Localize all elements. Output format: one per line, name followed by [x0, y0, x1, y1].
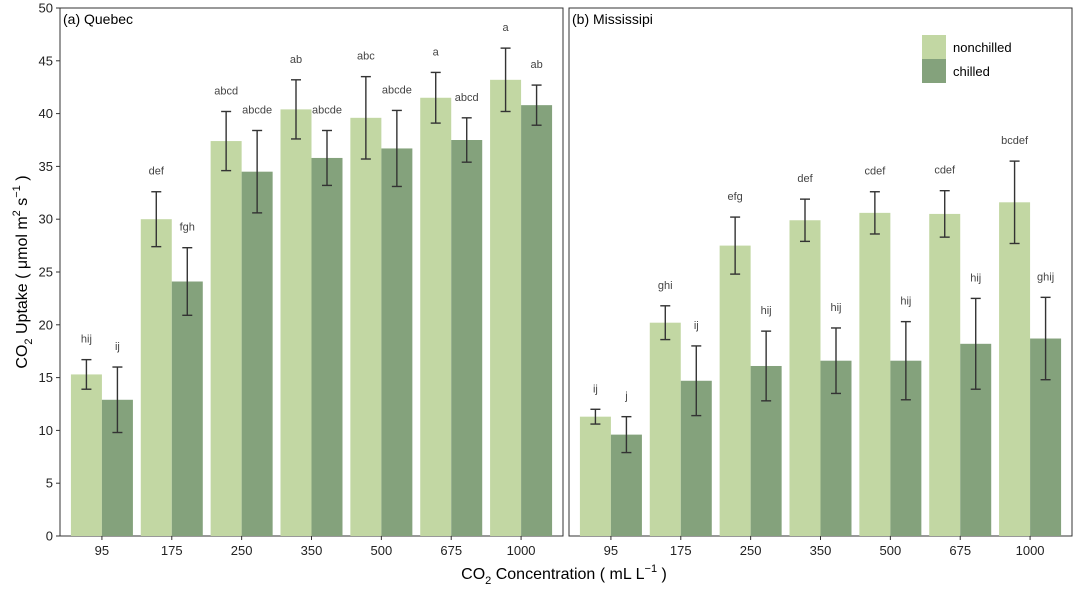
x-tick-label: 95: [95, 543, 109, 558]
significance-label: fgh: [180, 222, 195, 234]
bar-chilled: [381, 148, 413, 536]
significance-label: bcdef: [1001, 135, 1029, 147]
significance-label: cdef: [864, 166, 886, 178]
significance-label: ij: [593, 383, 598, 395]
x-tick-label: 1000: [507, 543, 536, 558]
bar-nonchilled: [859, 212, 891, 536]
y-tick-label: 0: [46, 529, 53, 544]
y-tick-label: 25: [39, 265, 53, 280]
x-tick-label: 250: [231, 543, 253, 558]
significance-label: hij: [970, 272, 981, 284]
significance-label: abcde: [382, 84, 412, 96]
significance-label: abcd: [214, 85, 238, 97]
bar-nonchilled: [350, 117, 382, 536]
bar-nonchilled: [490, 79, 522, 537]
bar-nonchilled: [420, 97, 452, 536]
bar-chilled: [521, 105, 553, 536]
significance-label: hij: [761, 305, 772, 317]
y-tick-label: 5: [46, 476, 53, 491]
significance-label: abcde: [312, 104, 342, 116]
chart-panels: (a) Quebec 0 5 10 15 20 25 30 35 40 45 50 95 hij ij 175…: [39, 1, 1073, 558]
y-tick-label: 30: [39, 212, 53, 227]
significance-label: hij: [900, 296, 911, 308]
bar-nonchilled: [210, 141, 242, 536]
significance-label: def: [149, 166, 165, 178]
legend-label-nonchilled: nonchilled: [953, 40, 1012, 55]
bar-nonchilled: [280, 109, 312, 536]
significance-label: ij: [115, 341, 120, 353]
bar-nonchilled: [579, 416, 611, 536]
panel-mississipi: (b) Mississipi 95 ij j 175 ghi ij 250 efg hij 350 d…: [568, 7, 1073, 558]
x-tick-label: 500: [371, 543, 393, 558]
significance-label: ij: [694, 320, 699, 332]
bar-chilled: [241, 171, 273, 536]
significance-label: ghi: [658, 280, 673, 292]
x-tick-label: 175: [161, 543, 183, 558]
significance-label: def: [797, 173, 813, 185]
legend-swatch-chilled: [922, 59, 946, 83]
y-tick-label: 20: [39, 317, 53, 332]
bar-nonchilled: [649, 322, 681, 536]
significance-label: ghij: [1037, 271, 1054, 283]
significance-label: a: [503, 22, 510, 34]
bar-nonchilled: [140, 219, 172, 536]
x-tick-label: 350: [810, 543, 832, 558]
panel-quebec: (a) Quebec 0 5 10 15 20 25 30 35 40 45 50 95 hij ij 175…: [39, 1, 564, 558]
y-tick-label: 45: [39, 53, 53, 68]
y-axis-label: CO2 Uptake ( μmol m2 s−1 ): [11, 175, 35, 368]
legend: nonchilled chilled: [922, 35, 1012, 83]
x-tick-label: 250: [740, 543, 762, 558]
panel-title: (b) Mississipi: [572, 11, 653, 27]
x-tick-label: 675: [440, 543, 462, 558]
legend-label-chilled: chilled: [953, 64, 990, 79]
y-tick-label: 15: [39, 370, 53, 385]
bar-nonchilled: [999, 202, 1031, 536]
significance-label: j: [624, 391, 627, 403]
y-tick-label: 40: [39, 106, 53, 121]
significance-label: abcde: [242, 104, 272, 116]
panel-title: (a) Quebec: [63, 11, 133, 27]
y-tick-label: 50: [39, 1, 53, 16]
x-tick-label: 350: [301, 543, 323, 558]
x-axis-label: CO2 Concentration ( mL L−1 ): [461, 563, 667, 587]
y-tick-label: 35: [39, 159, 53, 174]
legend-swatch-nonchilled: [922, 35, 946, 59]
x-tick-label: 1000: [1016, 543, 1045, 558]
bar-nonchilled: [929, 213, 961, 537]
x-tick-label: 500: [880, 543, 902, 558]
significance-label: abcd: [455, 92, 479, 104]
significance-label: efg: [727, 191, 742, 203]
significance-label: ab: [290, 54, 302, 66]
bar-nonchilled: [789, 220, 821, 537]
bar-nonchilled: [70, 374, 102, 536]
x-tick-label: 675: [949, 543, 971, 558]
significance-label: hij: [81, 334, 92, 346]
x-tick-label: 175: [670, 543, 692, 558]
x-tick-label: 95: [604, 543, 618, 558]
bar-chilled: [451, 140, 483, 536]
bar-chilled: [171, 281, 203, 536]
bar-nonchilled: [719, 245, 751, 536]
significance-label: abc: [357, 51, 375, 63]
significance-label: cdef: [934, 165, 956, 177]
bar-chilled: [311, 157, 343, 536]
significance-label: hij: [830, 302, 841, 314]
y-tick-label: 10: [39, 423, 53, 438]
significance-label: a: [433, 46, 440, 58]
significance-label: ab: [530, 59, 542, 71]
